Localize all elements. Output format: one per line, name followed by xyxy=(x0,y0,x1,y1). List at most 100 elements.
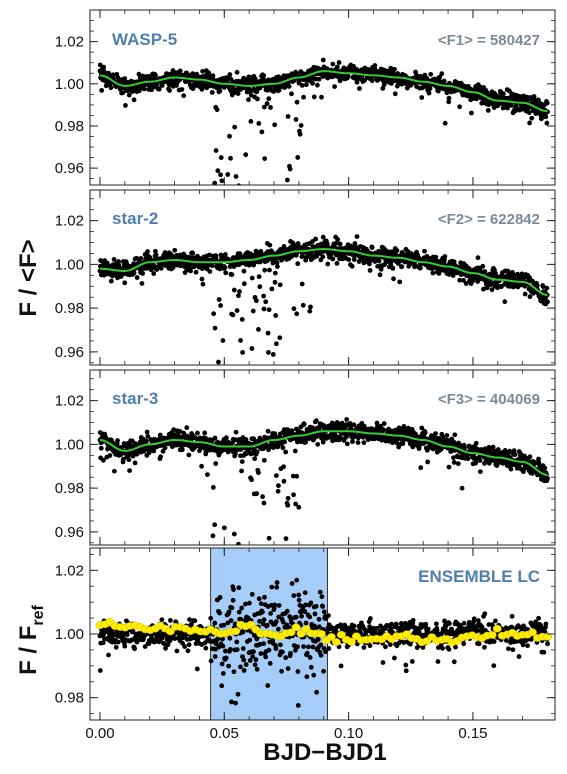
data-point xyxy=(296,504,302,510)
data-point xyxy=(544,285,550,291)
data-point xyxy=(235,691,241,697)
data-point xyxy=(543,114,549,120)
data-point xyxy=(167,88,172,93)
data-point xyxy=(162,445,168,451)
data-point xyxy=(320,254,326,260)
data-point xyxy=(242,601,248,607)
data-point xyxy=(220,636,225,642)
data-point xyxy=(179,447,185,453)
plot-area xyxy=(97,234,550,365)
data-point xyxy=(219,683,225,689)
data-point xyxy=(256,327,261,332)
data-point xyxy=(219,178,225,184)
data-point xyxy=(189,621,194,627)
data-point xyxy=(468,110,474,116)
data-point xyxy=(459,81,464,87)
data-point xyxy=(265,683,271,688)
data-point xyxy=(380,85,386,91)
data-point xyxy=(139,281,145,286)
data-point xyxy=(131,97,137,103)
data-point xyxy=(318,652,324,658)
data-point xyxy=(319,94,324,100)
data-point xyxy=(538,116,544,122)
data-point xyxy=(241,281,247,287)
data-point xyxy=(229,699,234,705)
data-point xyxy=(391,276,396,282)
mean-flux-label: <F1> = 580427 xyxy=(438,32,540,49)
data-point xyxy=(257,618,262,624)
data-point xyxy=(251,649,256,655)
data-point xyxy=(357,86,362,91)
data-point xyxy=(177,68,183,74)
data-point xyxy=(428,71,434,77)
data-point xyxy=(240,350,246,355)
data-point xyxy=(144,429,150,435)
data-point xyxy=(316,76,322,82)
data-point xyxy=(299,281,305,287)
data-point xyxy=(263,654,269,660)
data-point xyxy=(283,449,289,455)
data-point xyxy=(522,291,528,297)
data-point xyxy=(285,666,291,671)
data-point xyxy=(397,279,403,285)
data-point xyxy=(227,635,233,641)
data-point xyxy=(243,662,249,667)
data-point xyxy=(292,448,298,454)
data-point xyxy=(419,425,425,431)
data-point xyxy=(485,107,491,113)
data-point xyxy=(234,639,240,645)
data-point xyxy=(326,646,332,651)
data-point xyxy=(272,270,278,276)
data-point xyxy=(249,591,255,597)
data-point xyxy=(446,95,452,101)
data-point xyxy=(243,152,249,158)
trend-line xyxy=(99,248,548,296)
data-point xyxy=(210,533,216,539)
panel-frame xyxy=(89,189,556,366)
data-point xyxy=(145,434,151,439)
data-point xyxy=(144,438,149,444)
data-point xyxy=(451,459,457,465)
data-point xyxy=(261,73,267,79)
data-point xyxy=(440,434,446,440)
data-point xyxy=(145,249,150,254)
data-point xyxy=(248,119,254,124)
data-point xyxy=(544,100,550,106)
data-point xyxy=(486,102,492,108)
data-point xyxy=(321,609,327,615)
data-point xyxy=(303,82,309,88)
data-point xyxy=(228,155,233,161)
data-point xyxy=(410,617,416,623)
data-point xyxy=(361,645,367,650)
data-point xyxy=(264,101,270,106)
data-point xyxy=(227,647,233,652)
trend-line xyxy=(99,70,548,113)
data-point xyxy=(193,641,199,646)
data-point xyxy=(300,302,306,308)
data-point xyxy=(120,90,126,96)
data-point xyxy=(227,72,233,77)
data-point xyxy=(291,78,297,84)
data-point xyxy=(320,439,326,445)
data-point xyxy=(252,76,258,82)
data-point xyxy=(490,444,496,450)
data-point xyxy=(258,601,264,607)
data-point xyxy=(275,626,281,632)
data-point xyxy=(319,594,325,600)
panel-title: star-3 xyxy=(112,389,158,408)
y-tick-label: 1.00 xyxy=(55,76,84,93)
data-point xyxy=(106,70,111,76)
data-point xyxy=(120,456,126,462)
data-point xyxy=(277,282,283,288)
data-point xyxy=(111,257,117,262)
data-point xyxy=(342,622,348,628)
data-point xyxy=(112,468,117,474)
data-point xyxy=(351,623,357,629)
data-point xyxy=(301,644,306,649)
data-point xyxy=(267,242,273,248)
data-point xyxy=(283,655,289,661)
data-point xyxy=(389,621,394,627)
data-point xyxy=(209,263,215,269)
data-point xyxy=(216,359,221,365)
